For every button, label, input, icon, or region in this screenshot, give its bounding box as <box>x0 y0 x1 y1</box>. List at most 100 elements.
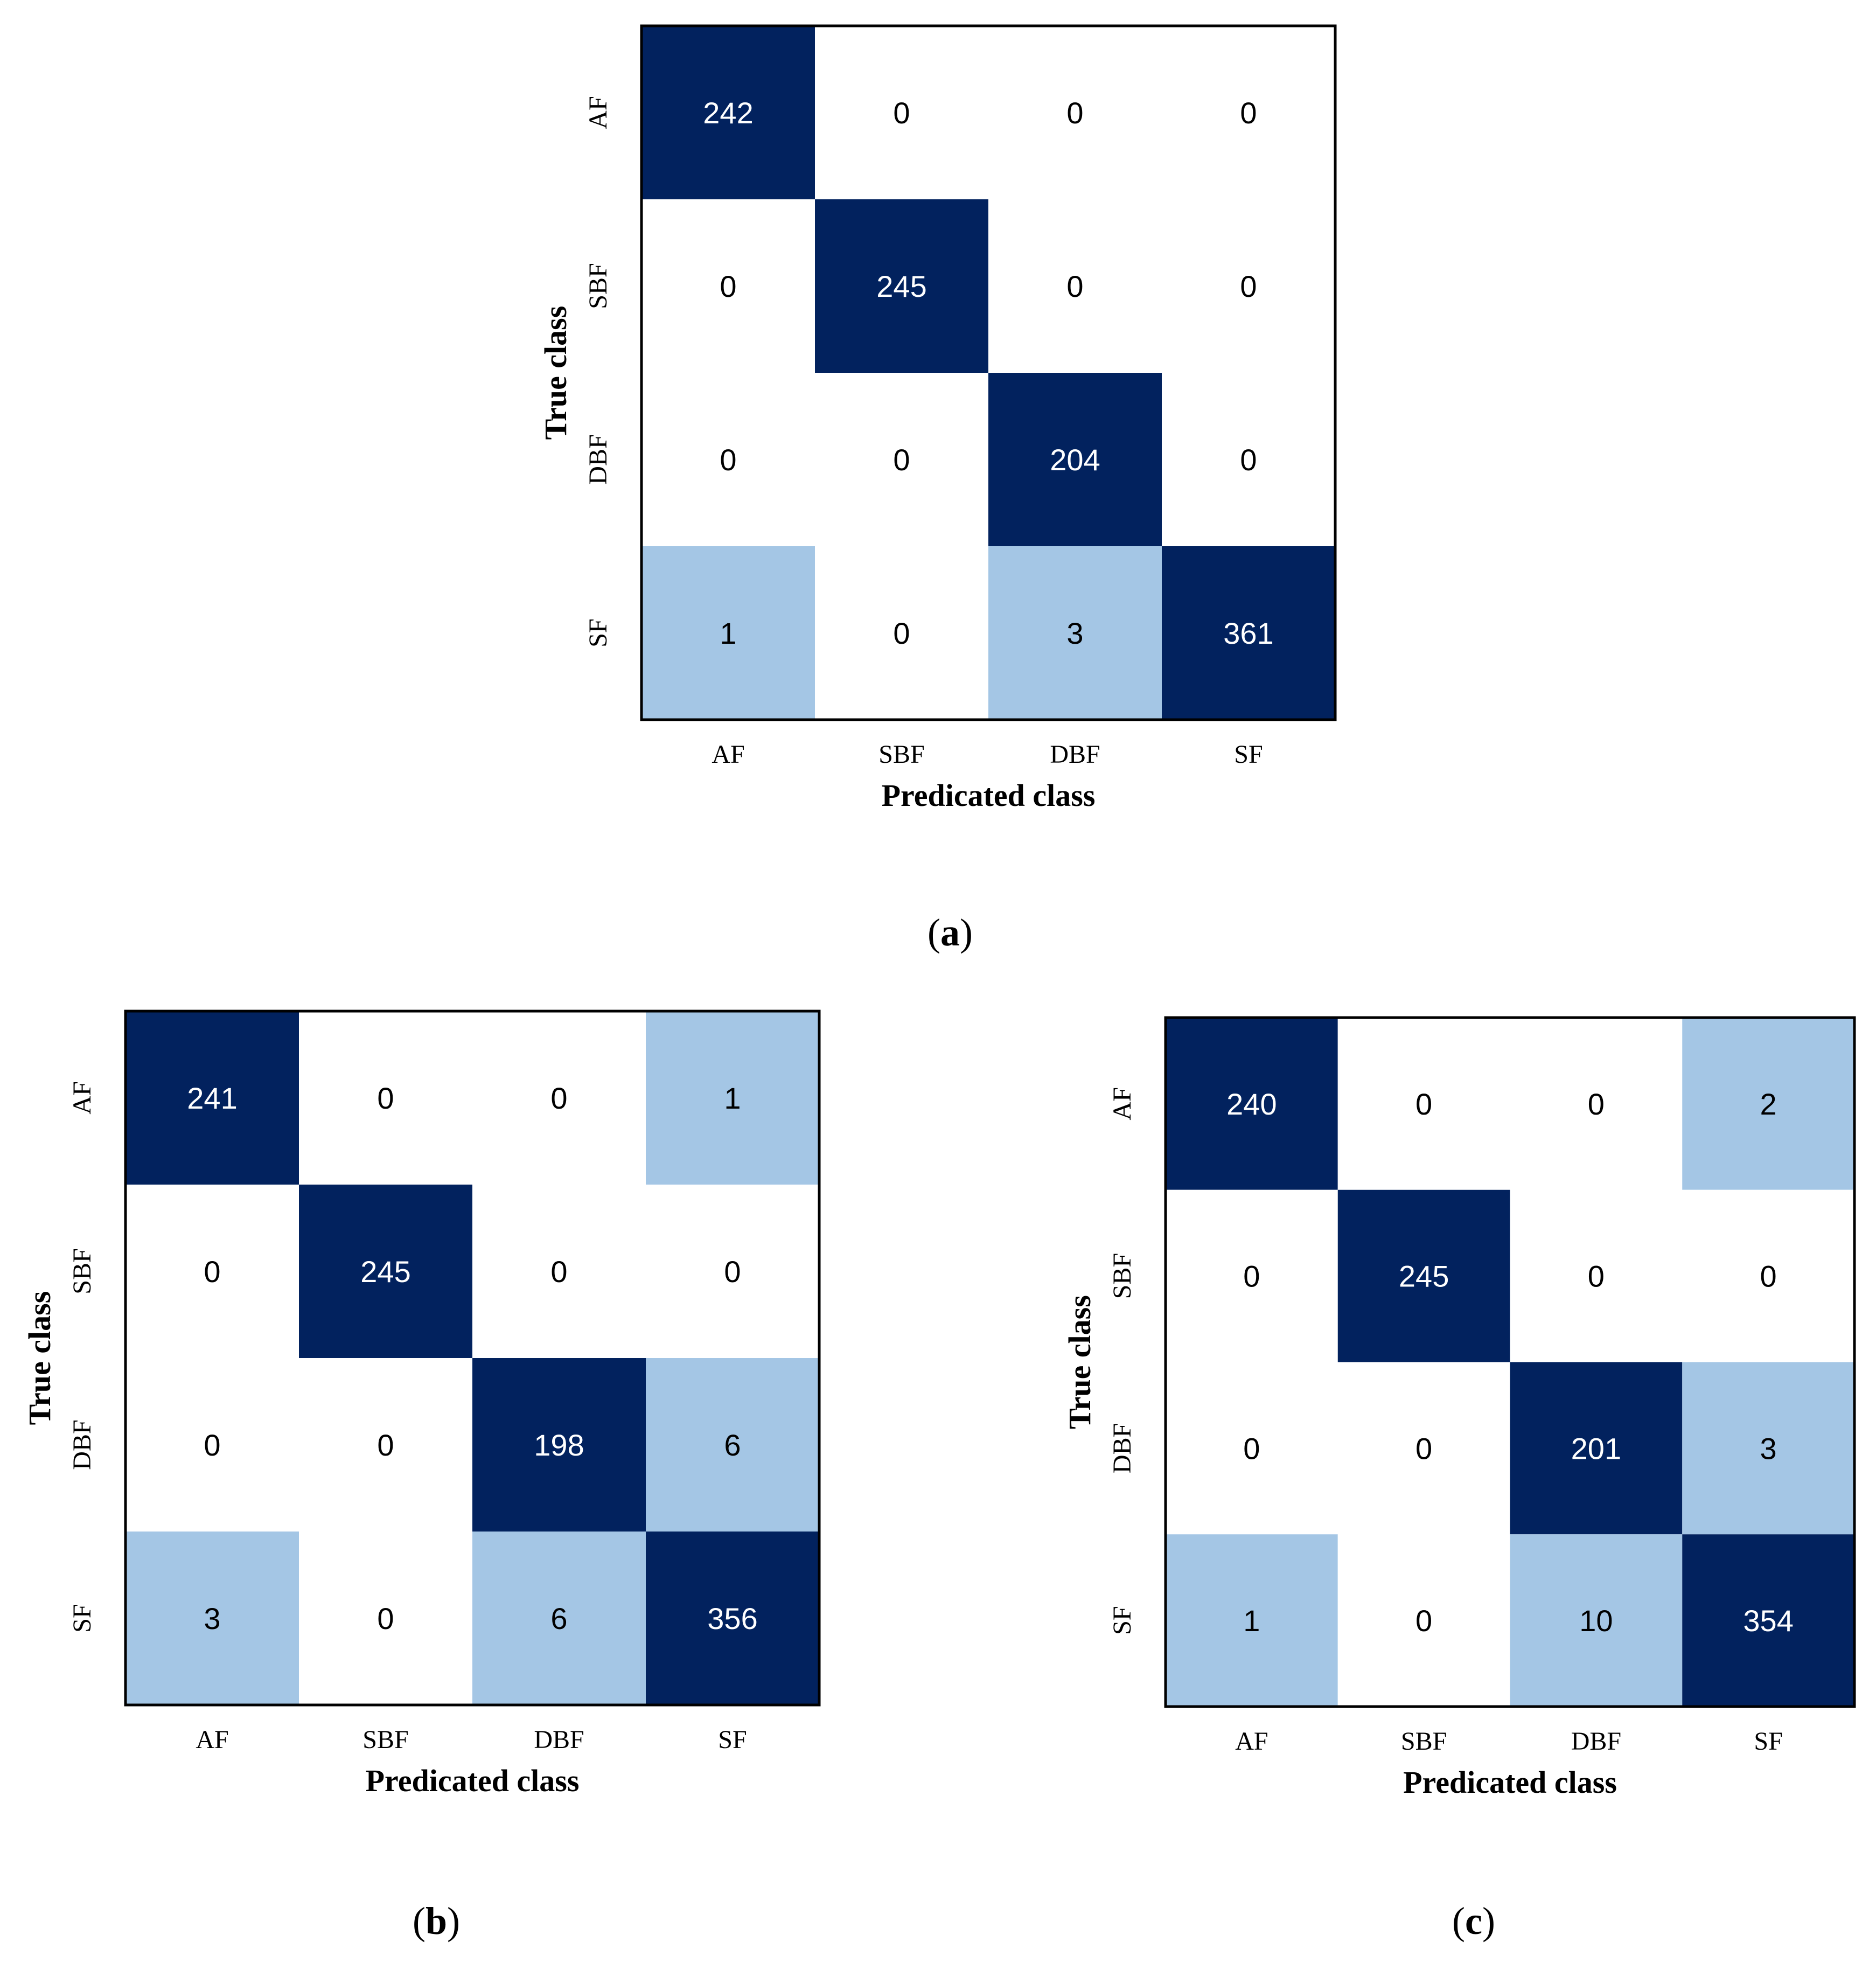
matrix-cell <box>988 546 1162 720</box>
cell-value-label: 242 <box>703 96 753 130</box>
cell-value-label: 0 <box>1066 96 1083 130</box>
matrix-cell <box>815 26 988 199</box>
cell-value-label: 0 <box>1415 1087 1432 1121</box>
cell-value-label: 1 <box>724 1081 741 1115</box>
y-axis-title: True class <box>538 306 573 440</box>
cell-value-label: 0 <box>1240 96 1257 130</box>
matrix-cell <box>641 546 815 720</box>
matrix-cell <box>125 1358 299 1532</box>
x-tick-label: SF <box>1754 1727 1782 1756</box>
cell-value-label: 354 <box>1743 1604 1793 1638</box>
cell-value-label: 356 <box>707 1602 757 1635</box>
matrix-cell <box>988 26 1162 199</box>
cell-value-label: 0 <box>1415 1431 1432 1465</box>
cell-value-label: 0 <box>377 1428 394 1462</box>
cell-value-label: 198 <box>534 1428 584 1462</box>
x-axis-title: Predicated class <box>882 778 1096 813</box>
cell-value-label: 2 <box>1760 1087 1777 1121</box>
matrix-cell <box>1510 1362 1683 1535</box>
y-tick-label: DBF <box>1108 1423 1136 1473</box>
matrix-cell <box>646 1011 819 1185</box>
matrix-cell <box>1162 199 1335 373</box>
y-tick-label: SBF <box>68 1248 96 1294</box>
cell-value-label: 1 <box>1243 1604 1260 1638</box>
matrix-cell <box>815 546 988 720</box>
matrix-cell <box>1337 1534 1510 1707</box>
x-tick-label: AF <box>712 740 744 769</box>
cell-value-label: 0 <box>720 443 736 477</box>
cell-value-label: 241 <box>187 1081 237 1115</box>
cell-value-label: 201 <box>1571 1431 1621 1465</box>
x-tick-label: AF <box>1235 1727 1268 1756</box>
cell-value-label: 0 <box>1243 1259 1260 1293</box>
y-axis-title: True class <box>1062 1295 1097 1429</box>
matrix-cell <box>1162 546 1335 720</box>
cell-value-label: 0 <box>1240 269 1257 303</box>
matrix-cell <box>1166 1189 1338 1362</box>
cell-value-label: 1 <box>720 616 736 650</box>
panel-caption: (a) <box>927 911 973 954</box>
cell-value-label: 6 <box>724 1428 741 1462</box>
cell-value-label: 0 <box>550 1255 567 1289</box>
matrix-cell <box>472 1185 646 1358</box>
cell-value-label: 3 <box>1760 1431 1777 1465</box>
cell-value-label: 10 <box>1579 1604 1613 1638</box>
matrix-cell <box>125 1532 299 1705</box>
matrix-cell <box>1166 1018 1338 1190</box>
cell-value-label: 245 <box>1399 1259 1449 1293</box>
matrix-cell <box>1682 1362 1854 1535</box>
y-tick-label: SBF <box>1108 1253 1136 1299</box>
cell-value-label: 0 <box>720 269 736 303</box>
matrix-frame <box>1164 1016 1856 1708</box>
cell-value-label: 0 <box>1415 1604 1432 1638</box>
matrix-cell <box>125 1011 299 1185</box>
matrix-cell <box>646 1358 819 1532</box>
matrix-cell <box>641 199 815 373</box>
cell-value-label: 361 <box>1223 616 1273 650</box>
y-tick-label: SF <box>68 1604 96 1632</box>
y-axis-title: True class <box>22 1291 57 1425</box>
x-tick-label: SF <box>718 1725 747 1754</box>
x-axis-title: Predicated class <box>1403 1765 1617 1800</box>
matrix-cell <box>472 1011 646 1185</box>
matrix-cell <box>646 1532 819 1705</box>
matrix-cell <box>815 199 988 373</box>
matrix-cell <box>1682 1018 1854 1190</box>
matrix-cell <box>988 373 1162 546</box>
matrix-cell <box>299 1532 472 1705</box>
cell-value-label: 0 <box>893 616 910 650</box>
cell-value-label: 245 <box>876 269 926 303</box>
x-tick-label: DBF <box>1571 1727 1621 1756</box>
matrix-cell <box>299 1358 472 1532</box>
x-tick-label: AF <box>196 1725 228 1754</box>
matrix-cell <box>1510 1018 1683 1190</box>
matrix-cell <box>1337 1362 1510 1535</box>
cell-value-label: 0 <box>1243 1431 1260 1465</box>
x-tick-label: SBF <box>878 740 924 769</box>
cell-value-label: 3 <box>1066 616 1083 650</box>
matrix-cell <box>641 373 815 546</box>
x-tick-label: DBF <box>534 1725 584 1754</box>
cell-value-label: 0 <box>893 96 910 130</box>
x-tick-label: DBF <box>1050 740 1100 769</box>
matrix-cell <box>815 373 988 546</box>
cell-value-label: 204 <box>1050 443 1100 477</box>
matrix-cell <box>1682 1534 1854 1707</box>
panel-caption: (b) <box>413 1899 460 1943</box>
cell-value-label: 0 <box>1240 443 1257 477</box>
cell-value-label: 6 <box>550 1602 567 1635</box>
matrix-cell <box>299 1011 472 1185</box>
cell-value-label: 0 <box>1760 1259 1777 1293</box>
x-tick-label: SBF <box>362 1725 408 1754</box>
matrix-frame <box>640 24 1337 721</box>
cell-value-label: 245 <box>360 1255 410 1289</box>
cell-value-label: 0 <box>377 1081 394 1115</box>
cell-value-label: 0 <box>1066 269 1083 303</box>
y-tick-label: DBF <box>68 1419 96 1470</box>
matrix-cell <box>1337 1189 1510 1362</box>
cell-value-label: 3 <box>204 1602 220 1635</box>
confusion-matrix-b: 241 0 0 1 0 245 0 0 0 0 198 6 3 0 6 356 AF SBF DBF SF AF SBF D… <box>22 1010 821 1943</box>
matrix-cell <box>1162 373 1335 546</box>
